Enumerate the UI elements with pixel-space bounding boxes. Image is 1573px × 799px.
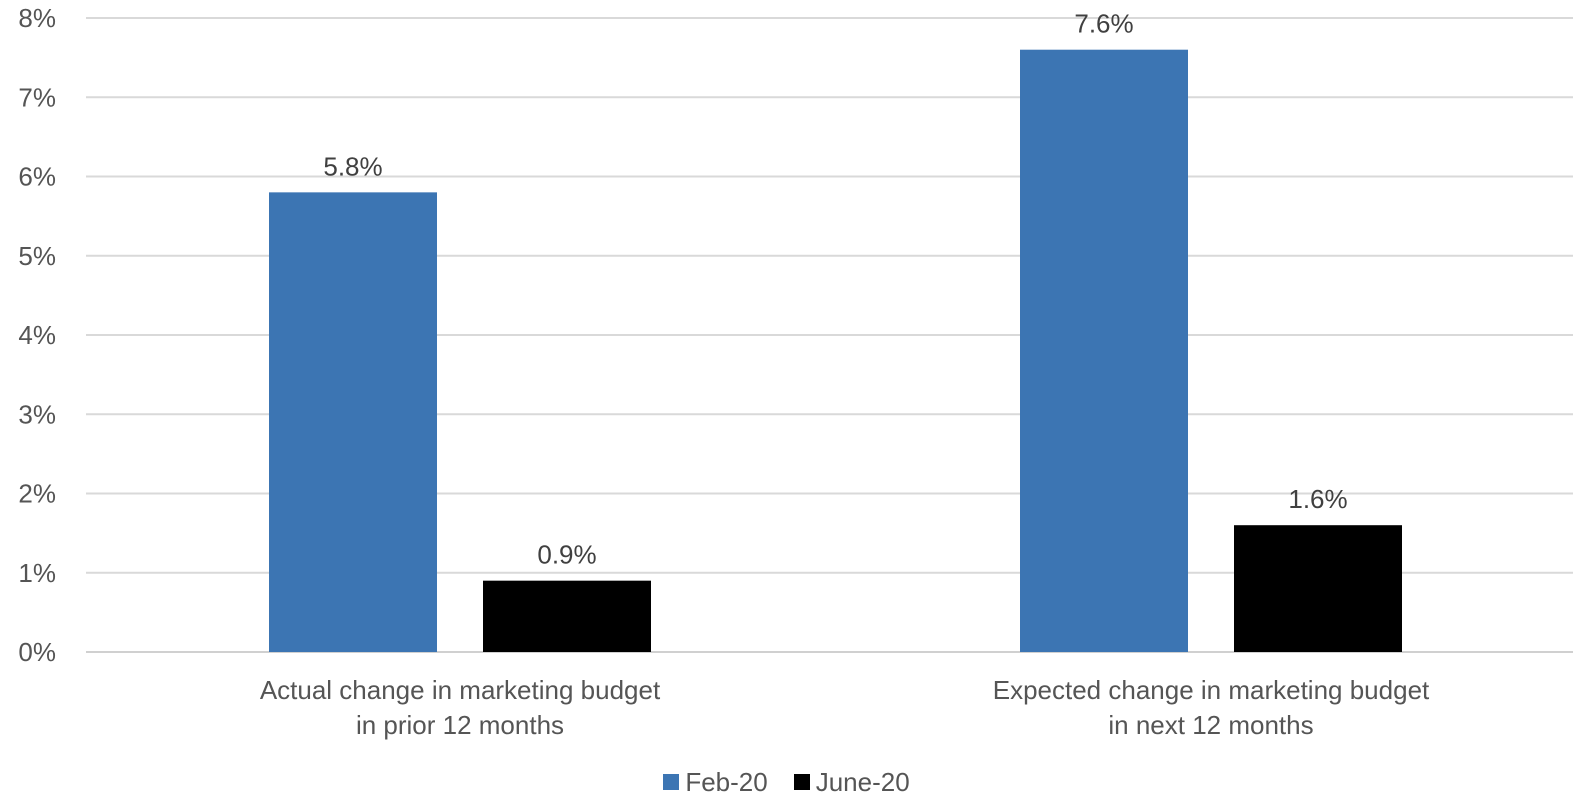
x-category-label-0-line-0: Actual change in marketing budget <box>260 675 661 705</box>
y-tick-label-0: 0% <box>18 637 56 667</box>
x-axis: Actual change in marketing budget in prio… <box>260 675 1430 740</box>
y-axis: 0% 1% 2% 3% 4% 5% 6% 7% 8% <box>18 3 56 667</box>
y-tick-label-1: 1% <box>18 558 56 588</box>
x-category-label-1-line-1: in next 12 months <box>1108 710 1313 740</box>
bar-series-1-cat-0 <box>483 580 651 652</box>
y-tick-label-8: 8% <box>18 3 56 33</box>
y-tick-label-4: 4% <box>18 320 56 350</box>
data-label-series-1-cat-1: 1.6% <box>1288 484 1347 514</box>
y-tick-label-7: 7% <box>18 82 56 112</box>
bars: 5.8% 7.6% 0.9% 1.6% <box>269 9 1402 652</box>
data-label-series-0-cat-0: 5.8% <box>323 151 382 181</box>
data-label-series-1-cat-0: 0.9% <box>537 540 596 570</box>
legend-label-series-0: Feb-20 <box>685 767 768 797</box>
legend-swatch-series-0 <box>663 774 680 790</box>
y-tick-label-2: 2% <box>18 479 56 509</box>
legend-label-series-1: June-20 <box>815 767 910 797</box>
bar-chart: 0% 1% 2% 3% 4% 5% 6% 7% 8% 5.8% 7.6% 0.9% 1.6% Actu… <box>18 3 1573 740</box>
y-tick-label-3: 3% <box>18 399 56 429</box>
legend-item-series-1: June-20 <box>793 766 910 798</box>
bar-series-0-cat-0 <box>269 192 437 652</box>
legend-swatch-series-1 <box>793 774 810 790</box>
x-category-label-0-line-1: in prior 12 months <box>356 710 564 740</box>
data-label-series-0-cat-1: 7.6% <box>1074 9 1133 39</box>
legend-item-series-0: Feb-20 <box>663 766 768 798</box>
bar-series-0-cat-1 <box>1020 49 1188 652</box>
y-tick-label-6: 6% <box>18 162 56 192</box>
x-category-label-1-line-0: Expected change in marketing budget <box>993 675 1430 705</box>
bar-series-1-cat-1 <box>1234 525 1402 652</box>
legend: Feb-20 June-20 <box>0 766 1573 798</box>
y-tick-label-5: 5% <box>18 241 56 271</box>
